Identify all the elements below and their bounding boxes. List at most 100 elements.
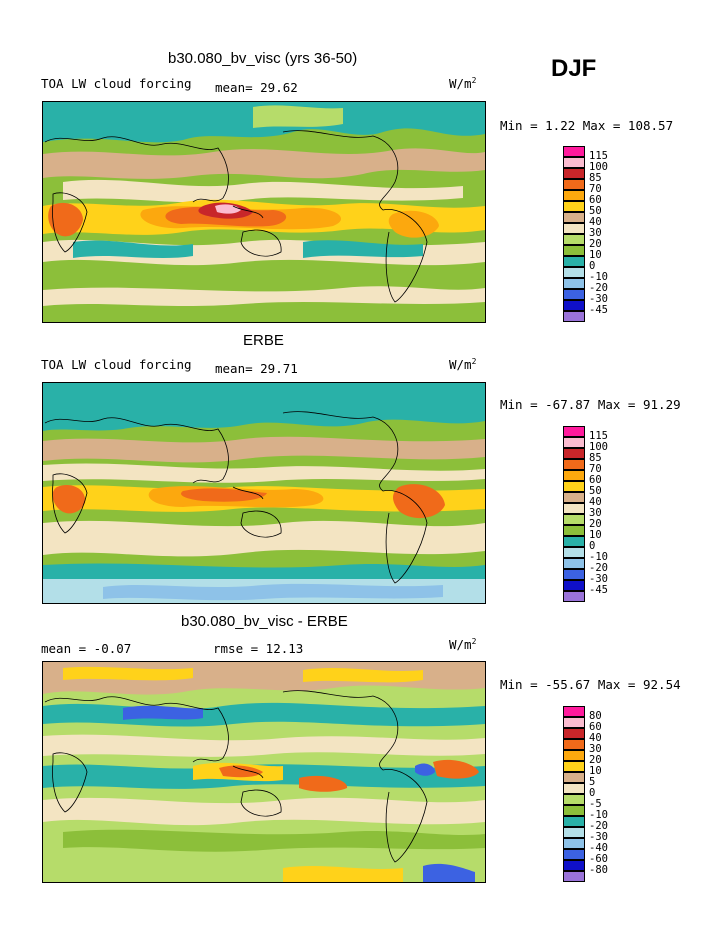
p1-lb-0 bbox=[563, 267, 585, 278]
p1-lb-10 bbox=[563, 256, 585, 267]
p3-region-atlantic-red bbox=[433, 759, 479, 779]
p2-lb-neg45 bbox=[563, 591, 585, 602]
p1-lb-100 bbox=[563, 168, 585, 179]
p2-lb-70 bbox=[563, 470, 585, 481]
p3-region-north-yellow bbox=[63, 666, 193, 681]
panel-3-contour-plot bbox=[43, 662, 485, 882]
p3-region-tropics-orange bbox=[219, 765, 263, 778]
p3-lb-80 bbox=[563, 717, 585, 728]
panel-1-title: b30.080_bv_visc (yrs 36-50) bbox=[168, 50, 358, 67]
p2-region-southern-ocean-teal bbox=[43, 563, 485, 579]
p3-region-antarctic-blue bbox=[423, 863, 475, 882]
p3-tick-8: -5 bbox=[589, 798, 602, 810]
p1-lb-neg30 bbox=[563, 300, 585, 311]
panel-1-colorbar: 115 100 85 70 60 50 40 30 20 10 0 -10 -2… bbox=[563, 146, 641, 322]
p2-tick-7: 30 bbox=[589, 507, 602, 519]
p1-lb-115 bbox=[563, 157, 585, 168]
p3-lb-neg20 bbox=[563, 827, 585, 838]
p2-lb-50 bbox=[563, 492, 585, 503]
panel-2-map bbox=[42, 382, 486, 604]
panel-2-title: ERBE bbox=[243, 332, 284, 349]
p2-tick-0: 115 bbox=[589, 430, 608, 442]
p2-lb-100 bbox=[563, 448, 585, 459]
panel-1-minmax: Min = 1.22 Max = 108.57 bbox=[500, 118, 674, 133]
p2-region-midlat-tan bbox=[43, 436, 485, 463]
panel-2-minmax: Min = -67.87 Max = 91.29 bbox=[500, 397, 681, 412]
p1-tick-11: -10 bbox=[589, 271, 608, 283]
p3-region-subtrop-cream bbox=[43, 734, 485, 757]
panel-2-mean: mean= 29.71 bbox=[215, 361, 298, 376]
p2-region-midlat-cream bbox=[43, 463, 485, 483]
p2-region-north-teal bbox=[43, 383, 485, 431]
p2-tick-13: -30 bbox=[589, 573, 608, 585]
p1-region-africa-orange bbox=[48, 202, 83, 237]
p3-tick-13: -60 bbox=[589, 853, 608, 865]
p1-tick-14: -45 bbox=[589, 304, 608, 316]
p2-tick-2: 85 bbox=[589, 452, 602, 464]
p1-tick-0: 115 bbox=[589, 150, 608, 162]
panel-2-field-label: TOA LW cloud forcing bbox=[41, 357, 192, 372]
p1-tick-3: 70 bbox=[589, 183, 602, 195]
p2-lb-20 bbox=[563, 525, 585, 536]
p3-lb-neg5 bbox=[563, 805, 585, 816]
p2-lb-60 bbox=[563, 481, 585, 492]
p2-tick-11: -10 bbox=[589, 551, 608, 563]
p2-region-africa-orange bbox=[52, 484, 86, 514]
p3-lb-10 bbox=[563, 772, 585, 783]
p1-lb-30 bbox=[563, 234, 585, 245]
p3-region-south-cream bbox=[43, 797, 485, 826]
p2-tick-12: -20 bbox=[589, 562, 608, 574]
p3-tick-10: -20 bbox=[589, 820, 608, 832]
p2-region-southamerica-orange bbox=[393, 484, 445, 519]
p1-region-midlat-tan bbox=[43, 148, 485, 179]
p1-coastlines bbox=[44, 130, 428, 303]
p2-tick-5: 50 bbox=[589, 485, 602, 497]
p3-lb-neg80 bbox=[563, 871, 585, 882]
p1-tick-5: 50 bbox=[589, 205, 602, 217]
p2-lb-neg30 bbox=[563, 580, 585, 591]
panel-3-mean: mean = -0.07 bbox=[41, 641, 132, 656]
p3-tick-7: 0 bbox=[589, 787, 596, 799]
p2-lb-neg10 bbox=[563, 558, 585, 569]
p1-lb-60 bbox=[563, 201, 585, 212]
p3-region-antarctic-yellow bbox=[283, 866, 403, 882]
p1-tick-10: 0 bbox=[589, 260, 596, 272]
p3-lb-neg40 bbox=[563, 849, 585, 860]
p2-region-maritime-red bbox=[181, 488, 267, 502]
panel-2-contour-plot bbox=[43, 383, 485, 603]
p2-tick-9: 10 bbox=[589, 529, 602, 541]
p2-tick-8: 20 bbox=[589, 518, 602, 530]
p1-lb-40 bbox=[563, 223, 585, 234]
p1-tick-4: 60 bbox=[589, 194, 602, 206]
p2-tick-10: 0 bbox=[589, 540, 596, 552]
p2-lb-neg20 bbox=[563, 569, 585, 580]
p3-tick-3: 30 bbox=[589, 743, 602, 755]
p3-lb-neg10 bbox=[563, 816, 585, 827]
p1-tick-12: -20 bbox=[589, 282, 608, 294]
p2-lb-10 bbox=[563, 536, 585, 547]
p1-region-south-teal-2 bbox=[303, 240, 423, 258]
p2-lb-40 bbox=[563, 503, 585, 514]
p1-region-southamerica-orange bbox=[388, 210, 439, 238]
p2-lb-85 bbox=[563, 459, 585, 470]
p1-region-southern-ocean-cream bbox=[43, 286, 485, 306]
p2-region-south-cream bbox=[43, 520, 485, 557]
p2-tick-1: 100 bbox=[589, 441, 608, 453]
p2-lb-115 bbox=[563, 437, 585, 448]
p3-lb-neg60 bbox=[563, 860, 585, 871]
p3-lb-20 bbox=[563, 761, 585, 772]
p1-lb-top bbox=[563, 146, 585, 157]
p2-tick-14: -45 bbox=[589, 584, 608, 596]
p2-tick-3: 70 bbox=[589, 463, 602, 475]
panel-3-colorbar: 80 60 40 30 20 10 5 0 -5 -10 -20 -30 -40… bbox=[563, 706, 641, 882]
p3-region-atlantic-blue bbox=[415, 763, 435, 776]
p3-tick-4: 20 bbox=[589, 754, 602, 766]
p3-tick-12: -40 bbox=[589, 842, 608, 854]
p3-lb-neg30 bbox=[563, 838, 585, 849]
p1-region-midlat-cream bbox=[63, 179, 463, 203]
p3-region-pacific-red bbox=[299, 775, 348, 792]
p1-region-north-light bbox=[253, 105, 343, 128]
panel-2-units: W/m2 bbox=[449, 357, 477, 372]
p3-tick-1: 60 bbox=[589, 721, 602, 733]
p1-tick-1: 100 bbox=[589, 161, 608, 173]
